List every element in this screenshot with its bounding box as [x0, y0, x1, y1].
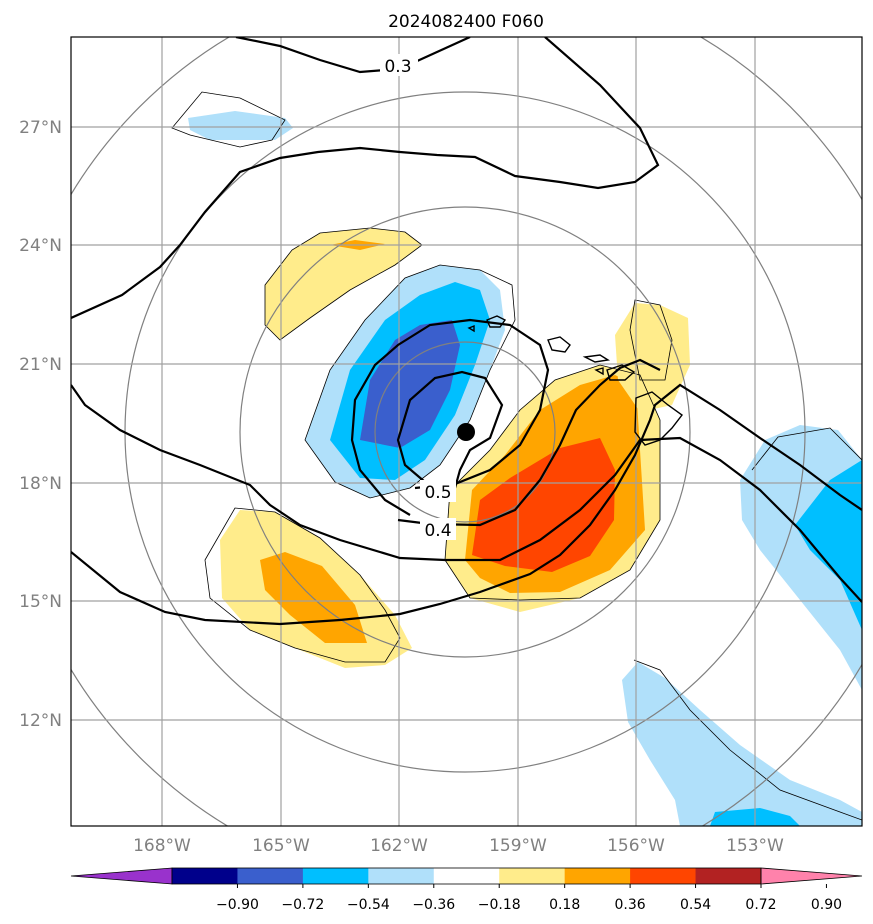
colorbar-tick-label: 0.54 — [680, 897, 711, 913]
colorbar-swatch — [630, 868, 697, 884]
hawaiian-islands — [467, 315, 683, 446]
colorbar-tick-label: 0.18 — [549, 897, 580, 913]
colorbar-swatch — [172, 868, 238, 884]
graticule-lines — [71, 37, 862, 826]
graticule-circles — [71, 37, 862, 826]
colorbar: −0.90 −0.72 −0.54 −0.36 −0.18 0.18 0.36 0.54 0.7… — [70, 867, 863, 913]
lon-label: 165°W — [252, 836, 310, 856]
storm-center-marker — [457, 423, 475, 441]
lat-label: 24°N — [19, 236, 62, 256]
lat-label: 12°N — [19, 711, 62, 731]
colorbar-tick-label: −0.90 — [216, 897, 259, 913]
lon-label: 168°W — [133, 836, 191, 856]
colorbar-swatch — [368, 868, 435, 884]
colorbar-tick-label: 0.36 — [615, 897, 646, 913]
lat-label: 21°N — [19, 355, 62, 375]
colorbar-tick-label: −0.36 — [412, 897, 455, 913]
colorbar-swatch — [564, 868, 631, 884]
lat-labels: 27°N 24°N 21°N 18°N 15°N 12°N — [19, 118, 62, 731]
lat-label: 15°N — [19, 592, 62, 612]
colorbar-extension-high — [760, 867, 863, 885]
contour-label-03: 0.3 — [384, 57, 411, 77]
colorbar-swatch — [433, 868, 500, 884]
colorbar-tick-label: −0.18 — [478, 897, 521, 913]
colorbar-swatch — [499, 868, 566, 884]
lon-label: 156°W — [607, 836, 665, 856]
anomaly-shading — [188, 111, 862, 826]
anomaly-outlines — [171, 91, 862, 821]
contour-label-bg — [420, 518, 456, 540]
colorbar-extension-low — [70, 867, 173, 885]
contour-label-bg — [380, 54, 418, 76]
colorbar-swatch — [695, 868, 762, 884]
lon-label: 159°W — [489, 836, 547, 856]
colorbar-swatch — [237, 868, 304, 884]
colorbar-outline — [171, 867, 762, 885]
figure-title: 2024082400 F060 — [388, 12, 544, 32]
height-contours — [71, 37, 862, 626]
colorbar-tick-label: −0.54 — [347, 897, 390, 913]
colorbar-swatch — [302, 868, 369, 884]
colorbar-tick-label: 0.72 — [745, 897, 776, 913]
lat-label: 27°N — [19, 118, 62, 138]
contour-label-04: 0.4 — [424, 521, 451, 541]
contour-label-05: 0.5 — [424, 483, 451, 503]
colorbar-tick-label: −0.72 — [281, 897, 324, 913]
lat-label: 18°N — [19, 474, 62, 494]
contour-label-bg — [420, 480, 456, 502]
lon-label: 153°W — [726, 836, 784, 856]
lon-labels: 168°W 165°W 162°W 159°W 156°W 153°W — [133, 836, 784, 856]
lon-label: 162°W — [370, 836, 428, 856]
map-frame — [70, 36, 863, 827]
colorbar-tick-label: 0.90 — [811, 897, 842, 913]
map-panel: 0.3 0.5 0.4 — [71, 37, 862, 826]
